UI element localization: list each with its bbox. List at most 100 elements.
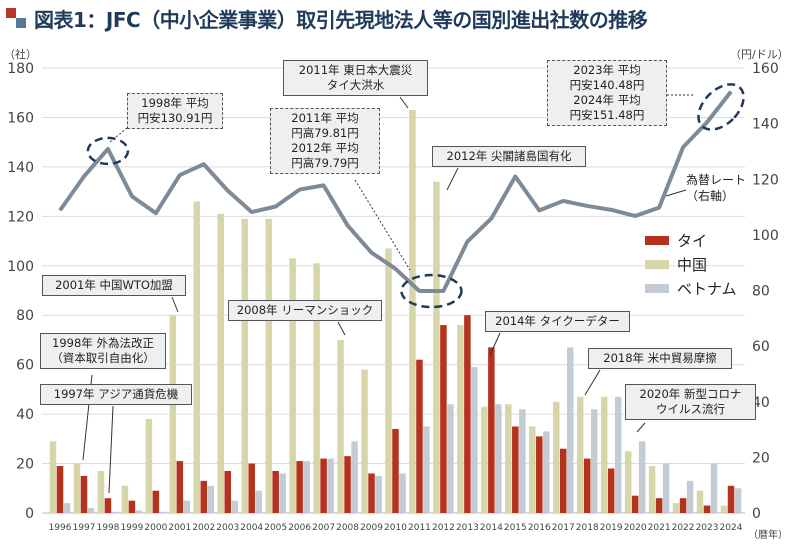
bar-vietnam [279,473,286,513]
annotation-leader-line [584,369,601,396]
annotation-text: 2011年 平均 [291,111,359,125]
x-tick-label: 2002 [192,523,215,533]
annotation-1998-law: 1998年 外為法改正 （資本取引自由化） [40,333,166,369]
y-tick-label: 100 [7,259,34,275]
annotation-text: （資本取引自由化） [51,351,155,365]
bar-china [457,325,464,513]
legend-item-vietnam: ベトナム [645,276,737,300]
bar-thai [727,485,735,513]
annotation-text: 2011年 東日本大震災 [298,63,413,77]
bar-china [361,369,368,513]
x-tick-label: 2014 [480,523,503,533]
bar-china [97,470,105,513]
x-tick-label: 2021 [648,523,671,533]
bar-vietnam [351,441,358,513]
title-mark-icon-2 [16,18,26,28]
highlight-ellipse-2023 [697,83,745,131]
annotation-text: 1998年 外為法改正 [52,336,154,350]
y2-tick-label: 140 [752,117,779,133]
y-tick-label: 0 [25,506,34,522]
highlight-ellipse-2011 [400,273,463,309]
x-tick-label: 2001 [168,523,191,533]
y-axis-label: （社） [4,48,37,61]
bar-vietnam [327,458,334,513]
y-tick-label: 160 [7,110,34,126]
x-tick-label: 2019 [600,523,623,533]
annotation-1998-fx: 1998年 平均 円安130.91円 [127,93,223,129]
legend: タイ 中国 ベトナム [645,228,737,300]
y2-tick-label: 100 [752,228,779,244]
annotation-leader-line [446,167,459,191]
bar-china [337,339,344,513]
annotation-text: 円安151.48円 [569,108,645,122]
bar-thai [368,473,375,513]
annotation-text: 円安140.48円 [569,78,645,92]
bar-thai [440,325,447,513]
annotation-leader-line [399,96,409,109]
x-tick-label: 1996 [49,523,72,533]
bar-thai [80,475,88,513]
bar-thai [583,458,591,513]
x-tick-label: 1997 [73,523,96,533]
bar-thai [488,347,495,513]
bar-vietnam [471,367,478,513]
bar-china [624,451,632,513]
legend-label: タイ [677,231,708,250]
y-tick-label: 80 [16,308,34,324]
bar-thai [464,315,471,513]
x-tick-label: 2006 [288,523,311,533]
annotation-2023-fx: 2023年 平均 円安140.48円 2024年 平均 円安151.48円 [547,60,667,126]
bar-thai [631,495,639,513]
y-tick-label: 60 [16,358,34,374]
legend-item-thai: タイ [645,228,737,252]
bar-thai [248,463,255,513]
x-tick-label: 2020 [624,523,647,533]
y-tick-label: 120 [7,209,34,225]
chart-title: 図表1：JFC（中小企業事業）取引先現地法人等の国別進出社数の推移 [34,8,648,32]
bar-vietnam [183,500,191,513]
y2-tick-label: 60 [752,339,770,355]
bar-china [600,396,608,513]
legend-item-china: 中国 [645,252,737,276]
x-tick-label: 2008 [336,523,359,533]
bar-china [73,463,81,513]
bar-china [193,201,201,513]
x-tick-label: 2013 [456,523,479,533]
annotation-text: 円高79.79円 [291,156,359,170]
bar-thai [344,456,351,513]
annotation-leader-line [108,405,114,494]
annotation-leader-line [109,127,128,143]
y-tick-label: 40 [16,407,34,423]
bar-china [289,258,296,513]
bar-vietnam [255,490,262,513]
bar-vietnam [231,500,238,513]
bar-thai [416,359,423,513]
bar-vietnam [662,463,670,513]
annotation-2020: 2020年 新型コロナ ウイルス流行 [625,384,756,420]
bar-thai [128,500,136,513]
legend-label: ベトナム [677,279,737,298]
fx-label-text: 為替レート [686,173,747,187]
fx-label-text: （右軸） [686,189,735,203]
x-tick-label: 1998 [96,523,119,533]
annotation-text: 円高79.81円 [291,126,359,140]
x-tick-label: 1999 [120,523,143,533]
bar-vietnam [590,409,598,513]
y2-tick-label: 0 [752,506,761,522]
y2-axis-label: （円/ドル） [730,48,789,61]
bar-china [576,396,584,513]
bar-thai [224,470,231,513]
annotation-leader-line [489,332,501,356]
y-tick-label: 140 [7,160,34,176]
x-tick-label: 2007 [312,523,335,533]
bar-china [505,404,512,513]
bar-thai [392,428,399,513]
legend-label: 中国 [677,255,708,274]
annotation-2018: 2018年 米中貿易摩擦 [588,348,732,369]
x-tick-label: 2009 [360,523,383,533]
bar-thai [152,490,160,513]
annotation-text: 2024年 平均 [573,93,641,107]
x-axis-label: （暦年） [748,530,788,541]
